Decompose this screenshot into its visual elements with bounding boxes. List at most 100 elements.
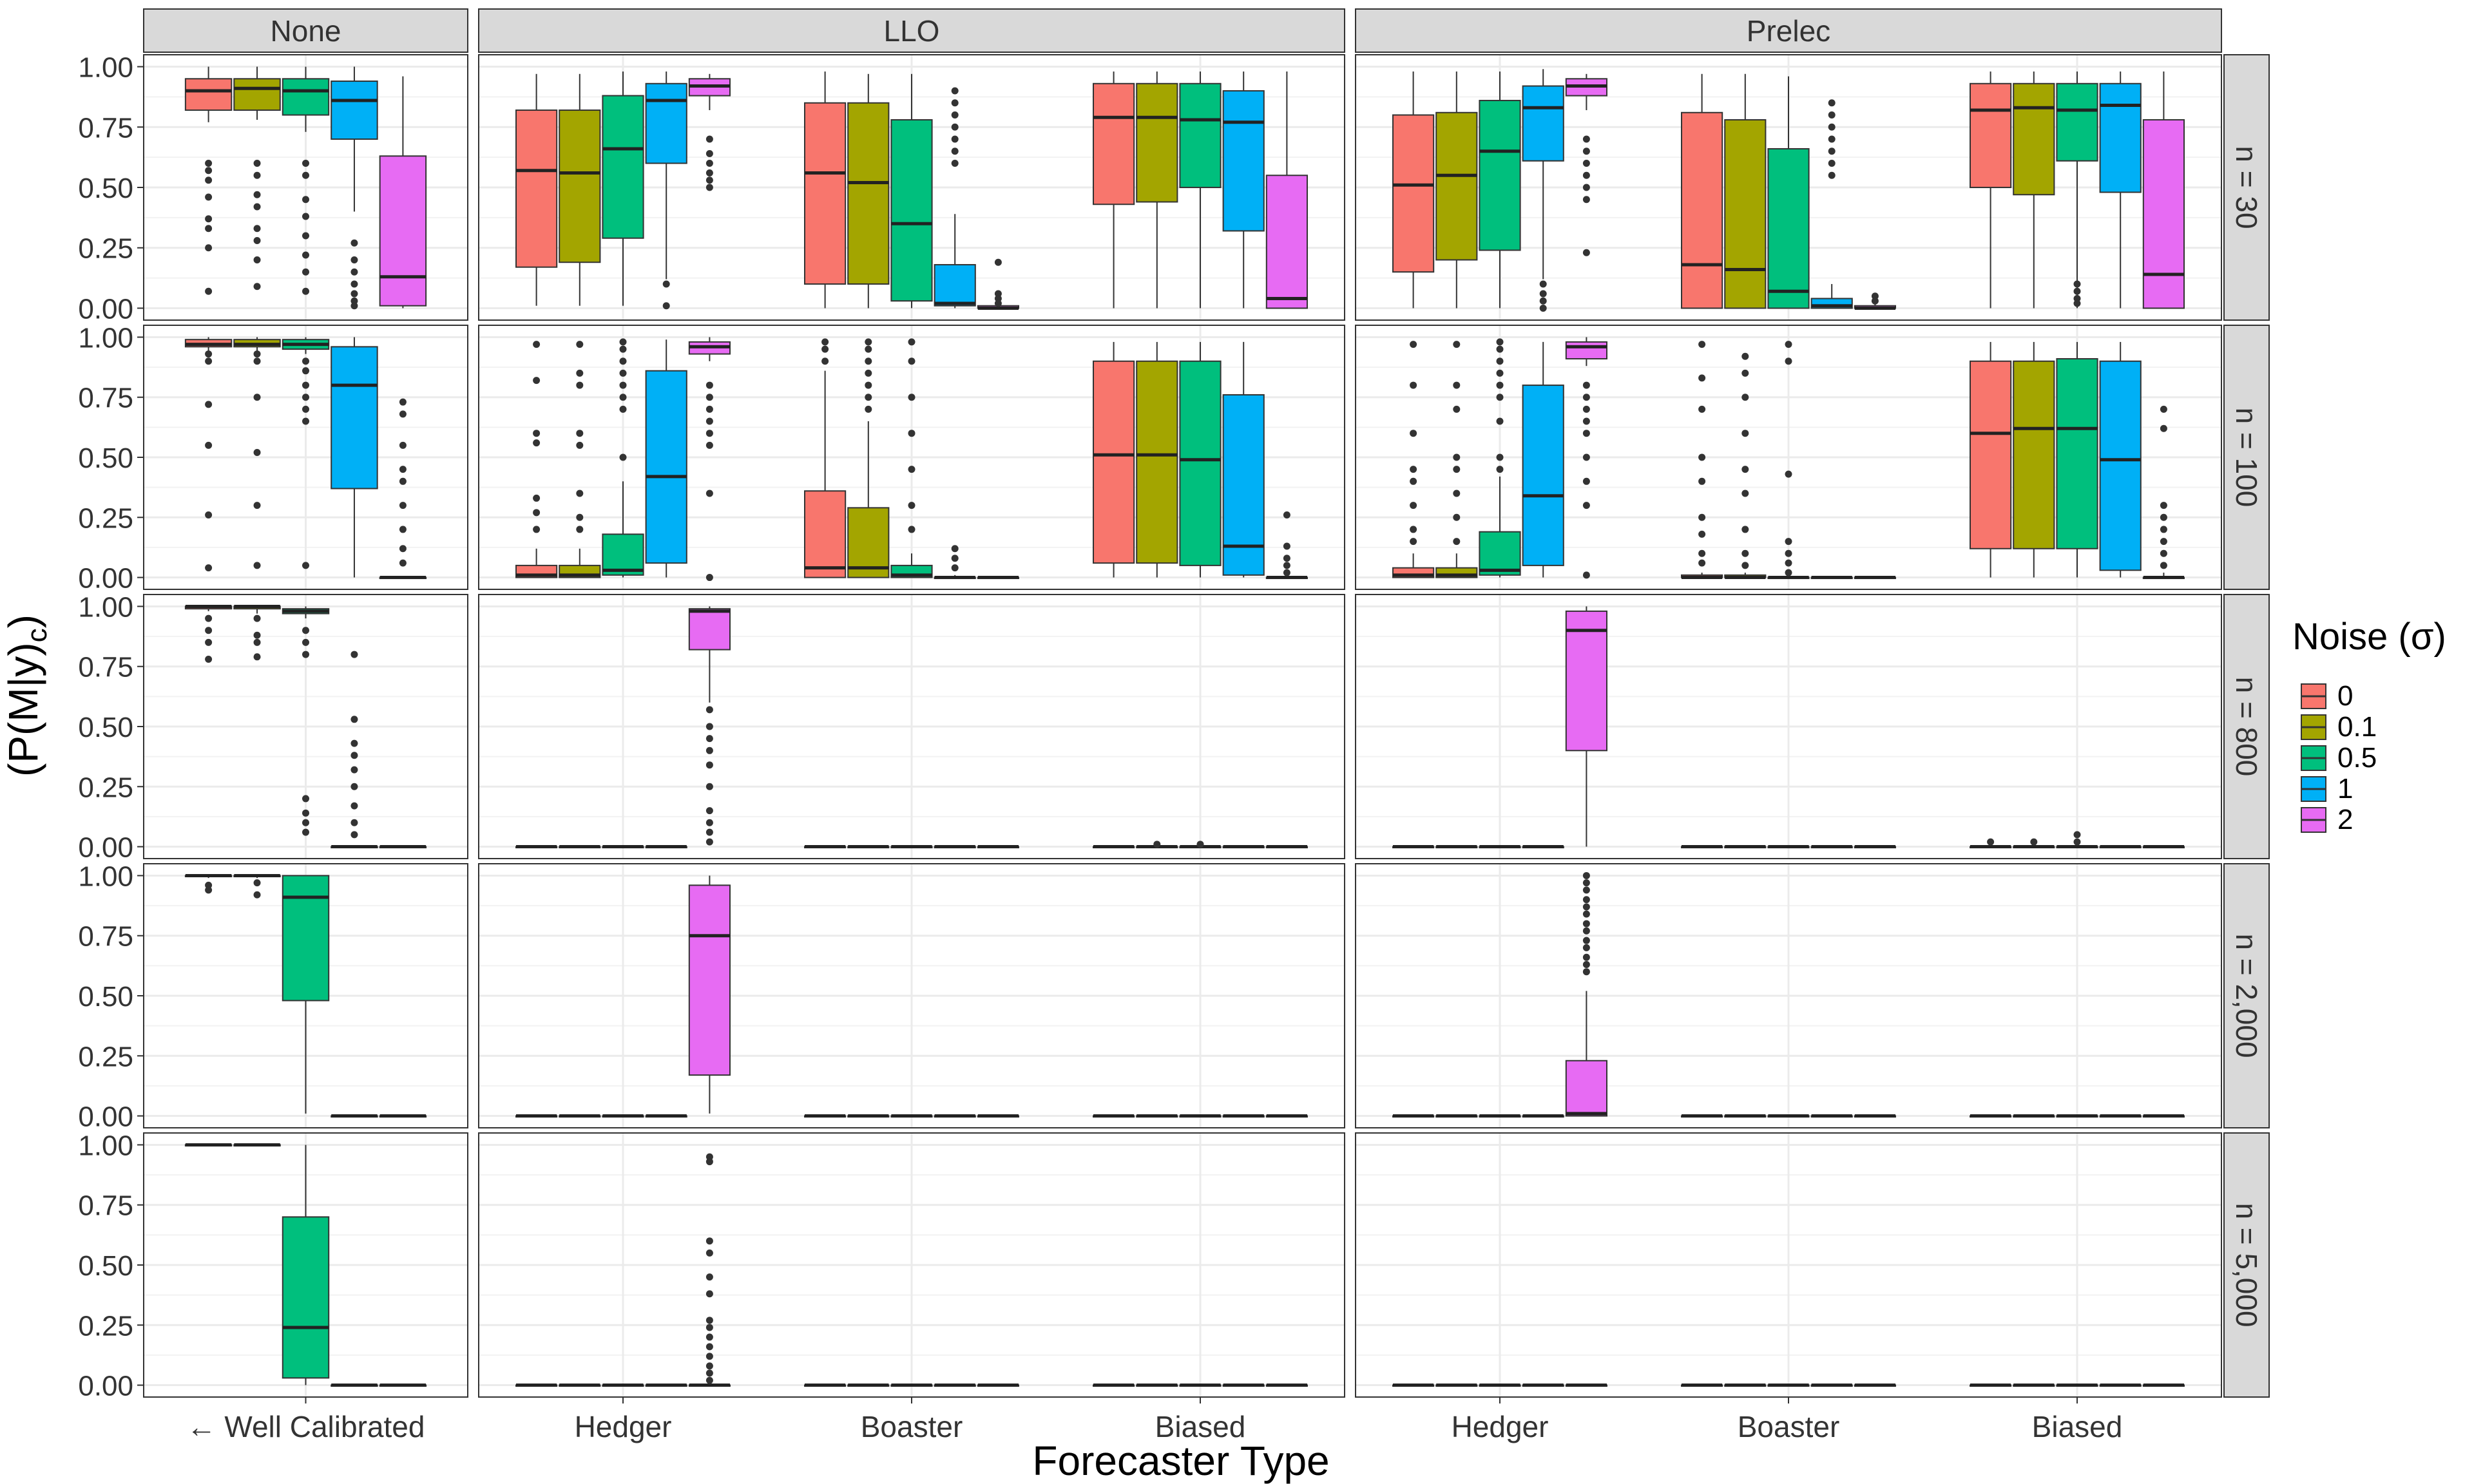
box-outlier [1785,341,1792,348]
y-tick-label: 0.50 [78,981,133,1013]
box-outlier [533,509,541,517]
box-outlier [205,193,213,201]
box-outlier [1582,871,1590,879]
box-outlier [619,338,627,346]
box-outlier [533,341,541,348]
legend-title: Noise (σ) [2292,616,2446,658]
box-outlier [1453,405,1461,413]
box-outlier [350,766,358,774]
box-outlier [951,99,959,107]
box-body [2142,119,2185,309]
box-outlier [1582,944,1590,951]
box-outlier [399,477,407,485]
box-outlier [533,377,541,385]
box-outlier [253,256,261,263]
box-outlier [1410,526,1417,533]
box-outlier [1582,477,1590,485]
box-outlier [1741,352,1749,360]
grid-layer [144,55,2221,1397]
box-layer [184,66,2185,1387]
box-outlier [1453,513,1461,521]
box-outlier [350,290,358,298]
y-axis-title-main: (P(M|y) [0,642,46,777]
box-outlier [576,369,584,377]
box-outlier [908,430,916,437]
box-outlier [253,350,261,358]
box-outlier [2160,513,2167,521]
box-outlier [951,147,959,155]
box-outlier [705,1333,713,1341]
box-outlier [1453,466,1461,473]
box-body [1767,148,1810,309]
box-outlier [1785,559,1792,567]
box-outlier [1410,538,1417,546]
box-outlier [253,879,261,887]
box-outlier [253,357,261,365]
box-body [1522,85,1564,162]
y-tick-label: 0.50 [78,1250,133,1282]
box-outlier [1410,430,1417,437]
y-tick-label: 1.00 [78,591,133,623]
y-tick-label: 0.75 [78,1190,133,1222]
box-outlier [205,357,213,365]
box-outlier [865,338,872,346]
box-outlier [1283,569,1290,576]
box-body [688,608,731,651]
box-outlier [253,891,261,899]
box-outlier [205,614,213,622]
box-outlier [1582,903,1590,911]
box-outlier [1410,466,1417,473]
box-outlier [619,394,627,401]
box-outlier [1741,369,1749,377]
box-outlier [705,574,713,582]
box-body [804,490,847,578]
box-outlier [2160,562,2167,569]
box-outlier [951,87,959,95]
box-outlier [1539,304,1547,312]
box-outlier [705,807,713,815]
box-outlier [576,430,584,437]
box-outlier [1698,341,1706,348]
box-outlier [253,225,261,233]
box-outlier [994,300,1002,307]
box-outlier [1496,381,1504,389]
box-outlier [951,545,959,553]
box-body [1522,385,1564,566]
box-outlier [2073,838,2081,846]
row-strip [2223,54,2270,321]
box-outlier [619,357,627,365]
box-body [804,102,847,285]
box-outlier [1582,937,1590,944]
box-outlier [350,752,358,759]
box-outlier [350,239,358,247]
row-strip-label: n = 2,000 [2230,933,2263,1058]
box-outlier [1828,135,1836,143]
x-tick-label: Boaster [861,1410,963,1443]
box-outlier [1582,147,1590,155]
box-outlier [205,167,213,175]
box-outlier [705,747,713,754]
box-outlier [1283,542,1290,550]
box-outlier [533,494,541,502]
box-body [331,346,378,490]
box-outlier [705,1362,713,1370]
box-outlier [705,150,713,158]
row-strip-label: n = 5,000 [2230,1203,2263,1327]
box-outlier [705,1343,713,1351]
x-tick-label: Boaster [1738,1410,1840,1443]
box-outlier [908,466,916,473]
box-outlier [350,831,358,839]
box-body [934,263,976,307]
box-outlier [1582,184,1590,191]
box-outlier [2160,549,2167,557]
box-outlier [865,394,872,401]
box-outlier [205,244,213,252]
column-strip [1355,8,2222,53]
box-outlier [705,169,713,177]
box-body [2099,82,2142,193]
box-outlier [1582,196,1590,204]
box-outlier [302,268,309,276]
box-outlier [619,381,627,389]
y-tick-label: 0.25 [78,502,133,534]
